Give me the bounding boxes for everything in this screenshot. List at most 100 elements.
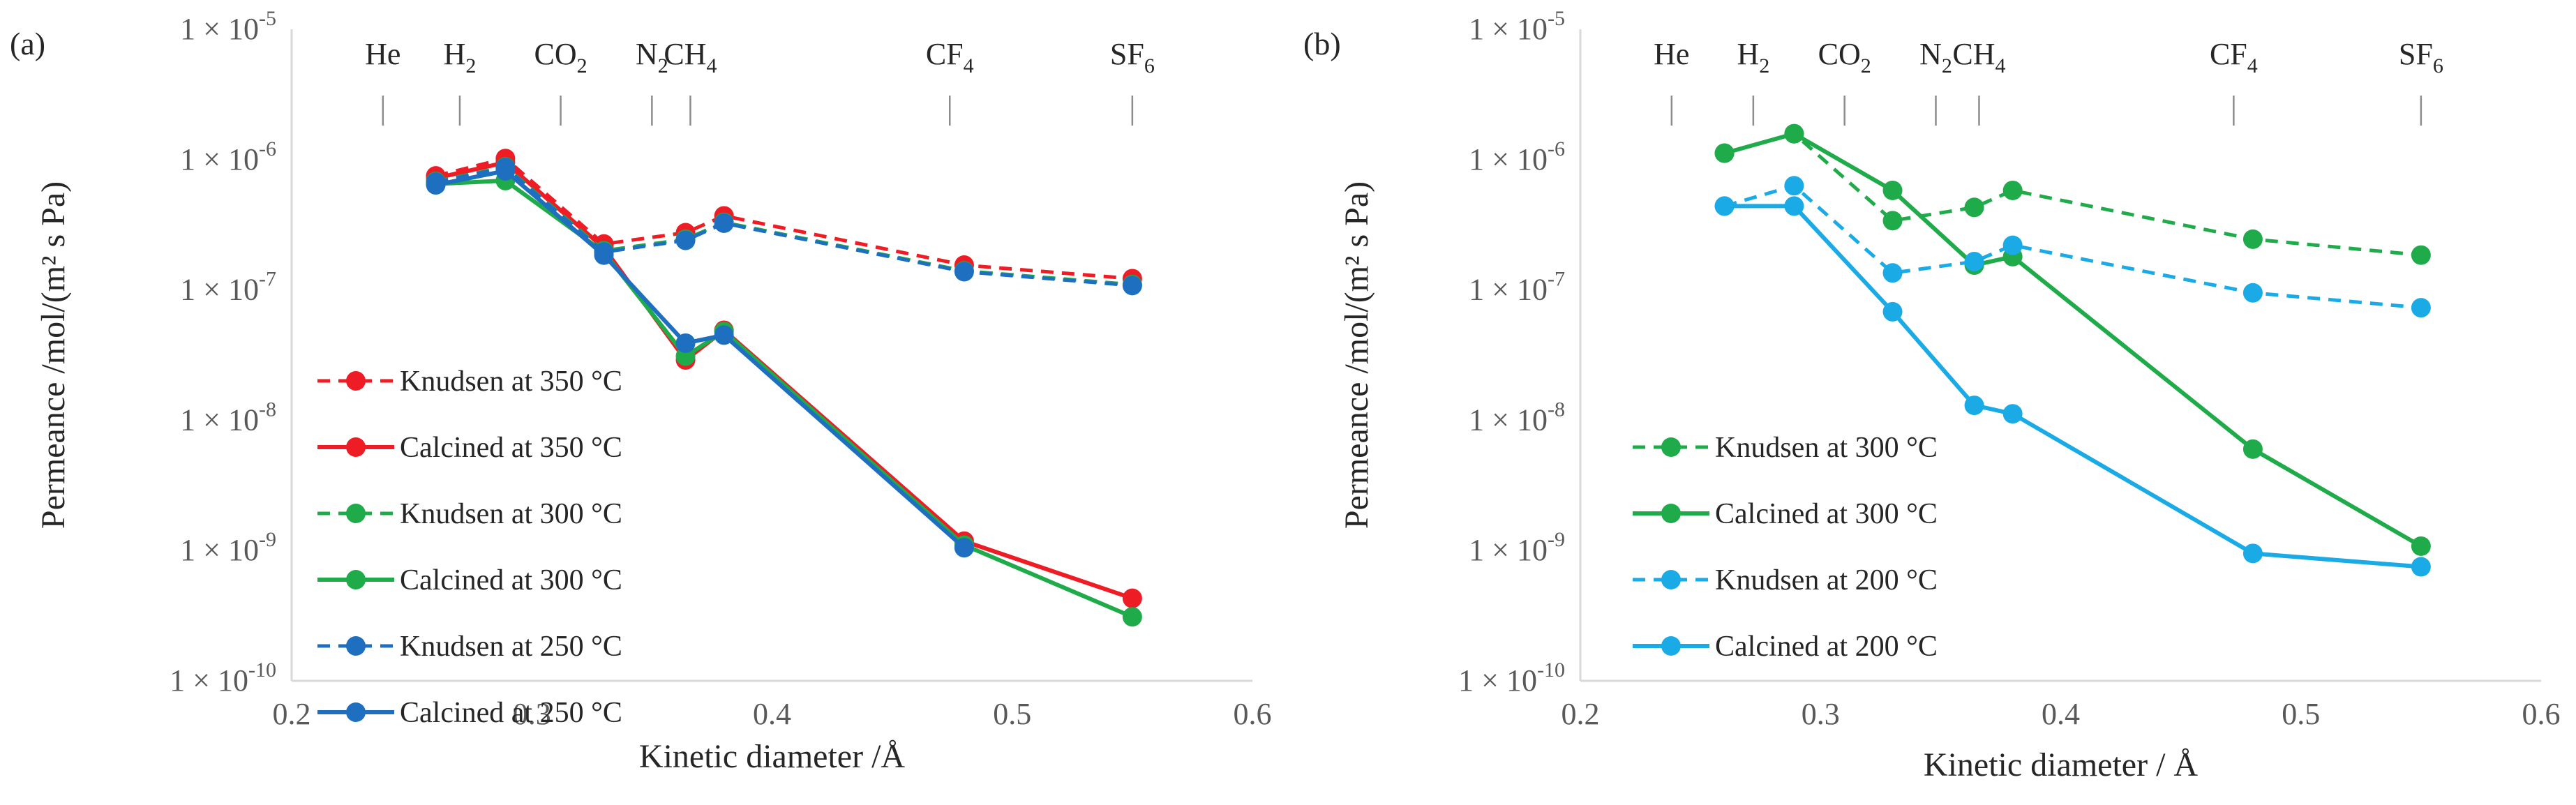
data-point	[714, 325, 734, 345]
series-knudsen-at-200-c	[1714, 176, 2431, 318]
y-axis-label: Permeance /mol/(m² s Pa)	[35, 181, 72, 529]
legend-swatch-marker	[346, 371, 366, 391]
y-tick-label: 1 × 10-6	[1469, 137, 1565, 176]
legend-label: Calcined at 250 °C	[400, 697, 622, 729]
x-tick-label: 0.4	[753, 697, 791, 731]
gas-label: CH4	[664, 37, 717, 77]
gas-label: SF6	[1110, 37, 1155, 77]
data-point	[1882, 263, 1903, 283]
data-point	[2242, 439, 2263, 459]
y-tick-label: 1 × 10-10	[1458, 659, 1565, 698]
legend-swatch-marker	[1661, 636, 1681, 656]
legend-entry: Knudsen at 250 °C	[317, 631, 622, 663]
gas-label: He	[1654, 37, 1689, 71]
series-knudsen-at-300-c	[1714, 123, 2431, 265]
x-tick-label: 0.3	[1802, 697, 1840, 731]
legend-label: Calcined at 200 °C	[1715, 631, 1938, 663]
data-point	[495, 160, 516, 181]
gas-label: N2	[1919, 37, 1952, 77]
gas-label: He	[365, 37, 400, 71]
legend-entry: Calcined at 300 °C	[317, 564, 622, 596]
x-tick-label: 0.5	[993, 697, 1031, 731]
data-point	[1714, 196, 1735, 216]
legend-entry: Calcined at 250 °C	[317, 697, 622, 729]
x-tick-label: 0.4	[2042, 697, 2080, 731]
legend-swatch-marker	[346, 437, 366, 457]
y-tick-label: 1 × 10-9	[1469, 528, 1565, 567]
data-point	[1122, 607, 1142, 627]
x-axis-label: Kinetic diameter /Å	[639, 738, 906, 775]
data-point	[954, 262, 974, 282]
series-knudsen-at-350-c	[426, 149, 1142, 289]
y-tick-label: 1 × 10-6	[180, 137, 276, 176]
gas-label: CO2	[1818, 37, 1871, 77]
data-point	[1784, 176, 1804, 196]
data-point	[1122, 588, 1142, 608]
gas-label: H2	[444, 37, 477, 77]
series-calcined-at-300-c	[426, 170, 1142, 627]
data-point	[2002, 404, 2023, 424]
legend-label: Knudsen at 250 °C	[400, 631, 622, 663]
series-line	[435, 168, 966, 550]
data-point	[594, 245, 614, 265]
legend-entry: Knudsen at 200 °C	[1633, 564, 1938, 596]
legend-entry: Knudsen at 300 °C	[1633, 432, 1938, 464]
gas-label: CH4	[1952, 37, 2005, 77]
legend-swatch-marker	[346, 636, 366, 656]
y-tick-label: 1 × 10-7	[1469, 268, 1565, 307]
legend-swatch-marker	[346, 570, 366, 589]
data-point	[2242, 229, 2263, 249]
series-calcined-at-200-c	[1714, 196, 2431, 577]
x-tick-label: 0.5	[2282, 697, 2320, 731]
data-point	[1784, 196, 1804, 216]
y-tick-label: 1 × 10-10	[170, 659, 276, 698]
y-tick-label: 1 × 10-5	[1469, 7, 1565, 46]
gas-label: CF4	[2210, 37, 2258, 77]
chart-panel-a: (a) 1 × 10-10 1 × 10-9 1 × 10-8 1 × 10-7 1 × …	[10, 7, 1272, 775]
series-line	[435, 156, 1133, 280]
x-axis-label: Kinetic diameter / Å	[1924, 746, 2199, 783]
series-knudsen-at-300-c	[426, 157, 1142, 294]
gas-label: H2	[1737, 37, 1769, 77]
data-point	[2242, 543, 2263, 564]
gas-label: CO2	[534, 37, 587, 77]
y-tick-label: 1 × 10-8	[180, 398, 276, 437]
gas-label: SF6	[2399, 37, 2443, 77]
panel-label: (b)	[1303, 26, 1341, 61]
data-point	[2002, 235, 2023, 255]
x-tick-label: 0.2	[273, 697, 311, 731]
x-tick-label: 0.6	[1234, 697, 1272, 731]
data-point	[675, 230, 696, 250]
panel-label: (a)	[10, 26, 45, 61]
legend-label: Calcined at 300 °C	[400, 564, 622, 596]
legend-entry: Knudsen at 350 °C	[317, 366, 622, 398]
series-calcined-at-300-c	[1714, 123, 2431, 556]
legend-swatch-marker	[1661, 570, 1681, 589]
data-point	[1784, 123, 1804, 144]
data-point	[1882, 211, 1903, 231]
data-point	[1122, 276, 1142, 296]
legend-label: Calcined at 300 °C	[1715, 498, 1938, 530]
series-line	[1723, 131, 2423, 548]
legend-label: Knudsen at 200 °C	[1715, 564, 1938, 596]
y-tick-label: 1 × 10-8	[1469, 398, 1565, 437]
legend-swatch-marker	[1661, 437, 1681, 457]
data-point	[714, 213, 734, 233]
legend-entry: Knudsen at 300 °C	[317, 498, 622, 530]
series-line	[435, 165, 1133, 287]
legend-swatch-marker	[346, 504, 366, 523]
data-point	[2002, 180, 2023, 200]
data-point	[2242, 283, 2263, 303]
x-tick-label: 0.3	[513, 697, 551, 731]
legend-label: Knudsen at 350 °C	[400, 366, 622, 398]
y-tick-label: 1 × 10-5	[180, 7, 276, 46]
data-point	[1882, 180, 1903, 200]
series-line	[435, 178, 1134, 619]
x-tick-label: 0.2	[1562, 697, 1600, 731]
y-tick-label: 1 × 10-9	[180, 528, 276, 567]
legend-label: Knudsen at 300 °C	[400, 498, 622, 530]
data-point	[1714, 143, 1735, 163]
legend-swatch-marker	[346, 702, 366, 722]
